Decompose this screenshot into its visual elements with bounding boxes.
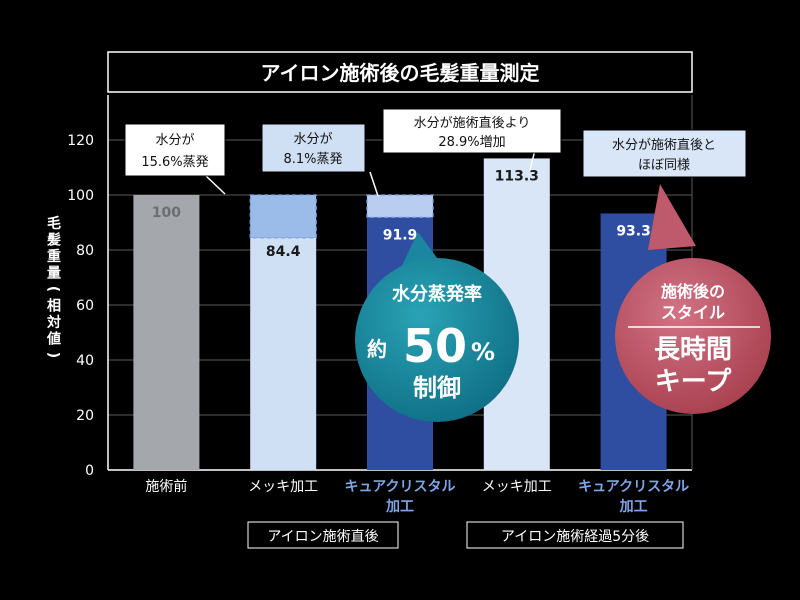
- y-tick-label: 120: [67, 133, 94, 149]
- group-label-immediate: アイロン施術直後: [267, 528, 378, 545]
- bar-value-label: 93.3: [616, 223, 651, 239]
- x-category-label: メッキ加工: [248, 479, 318, 495]
- y-tick-label: 80: [76, 243, 94, 259]
- callout-box-1: [124, 123, 226, 177]
- y-axis-label-char: 毛: [47, 215, 61, 232]
- x-category-label: メッキ加工: [482, 479, 552, 495]
- callout-3-line-2: 28.9%増加: [438, 135, 505, 150]
- badge-1-percent-value: 50: [403, 319, 467, 373]
- y-axis-label-char: 相: [47, 298, 61, 315]
- callout-box-3: [382, 108, 562, 154]
- y-tick-label: 40: [76, 353, 94, 369]
- bar-value-label: 91.9: [383, 227, 418, 243]
- y-tick-label: 100: [67, 188, 94, 204]
- x-category-label: 加工: [619, 499, 648, 515]
- group-box-5min: [466, 521, 684, 549]
- callout-box-4: [582, 129, 747, 178]
- y-tick-label: 20: [76, 408, 94, 424]
- bar: [250, 237, 317, 470]
- x-category-label: 施術前: [145, 478, 187, 495]
- callout-4-line-2: ほぼ同様: [638, 158, 690, 173]
- badge-2-circle: [615, 258, 771, 414]
- y-tick-label: 0: [85, 463, 94, 479]
- badge-2-line-2: スタイル: [661, 303, 725, 322]
- callout-pointer-2: [369, 171, 379, 197]
- callout-pointer-1: [204, 174, 226, 195]
- badge-1-prefix: 約: [367, 337, 387, 361]
- badge-2-line-3: 長時間: [654, 335, 732, 365]
- badge-1-percent-sign: %: [471, 338, 495, 366]
- badge-2-line-1: 施術後の: [661, 282, 725, 301]
- callout-4-line-1: 水分が施術直後と: [612, 138, 716, 153]
- badge-1-line-1: 水分蒸発率: [392, 283, 482, 305]
- group-label-5min: アイロン施術経過5分後: [501, 529, 649, 545]
- group-box-immediate: [247, 521, 399, 549]
- x-category-label: 加工: [385, 499, 414, 515]
- callout-box-2: [261, 123, 366, 173]
- y-axis-label-char: 髪: [46, 232, 61, 249]
- chart-title: アイロン施術後の毛髪重量測定: [261, 61, 540, 85]
- bar-value-label: 113.3: [495, 168, 539, 184]
- bar: [133, 195, 200, 470]
- y-axis-label-char: 値: [46, 331, 61, 348]
- title-box: [107, 51, 693, 93]
- x-category-label: キュアクリスタル: [344, 479, 455, 495]
- y-axis-label-char: 量: [47, 266, 61, 282]
- callout-2-line-1: 水分が: [293, 132, 332, 147]
- bar-value-label: 100: [152, 205, 181, 221]
- y-axis-label-char: (: [45, 286, 61, 292]
- badge-2-tail: [648, 184, 696, 250]
- callout-1-line-1: 水分が: [155, 133, 194, 148]
- badge-2-line-4: キープ: [655, 367, 732, 397]
- y-tick-label: 60: [76, 298, 94, 314]
- x-category-label: キュアクリスタル: [578, 479, 689, 495]
- callout-2-line-2: 8.1%蒸発: [283, 152, 342, 167]
- badge-1-circle: [355, 258, 519, 422]
- bar-evaporated-segment: [366, 194, 434, 218]
- callout-1-line-2: 15.6%蒸発: [141, 155, 208, 170]
- badge-1-line-3: 制御: [413, 374, 461, 402]
- bar-evaporated-segment: [249, 194, 317, 239]
- y-axis-label-char: ): [45, 352, 61, 358]
- y-axis-label-char: 対: [46, 314, 61, 331]
- callout-3-line-1: 水分が施術直後より: [414, 116, 531, 131]
- y-axis-label-char: 重: [47, 248, 61, 265]
- bar-value-label: 84.4: [266, 244, 301, 260]
